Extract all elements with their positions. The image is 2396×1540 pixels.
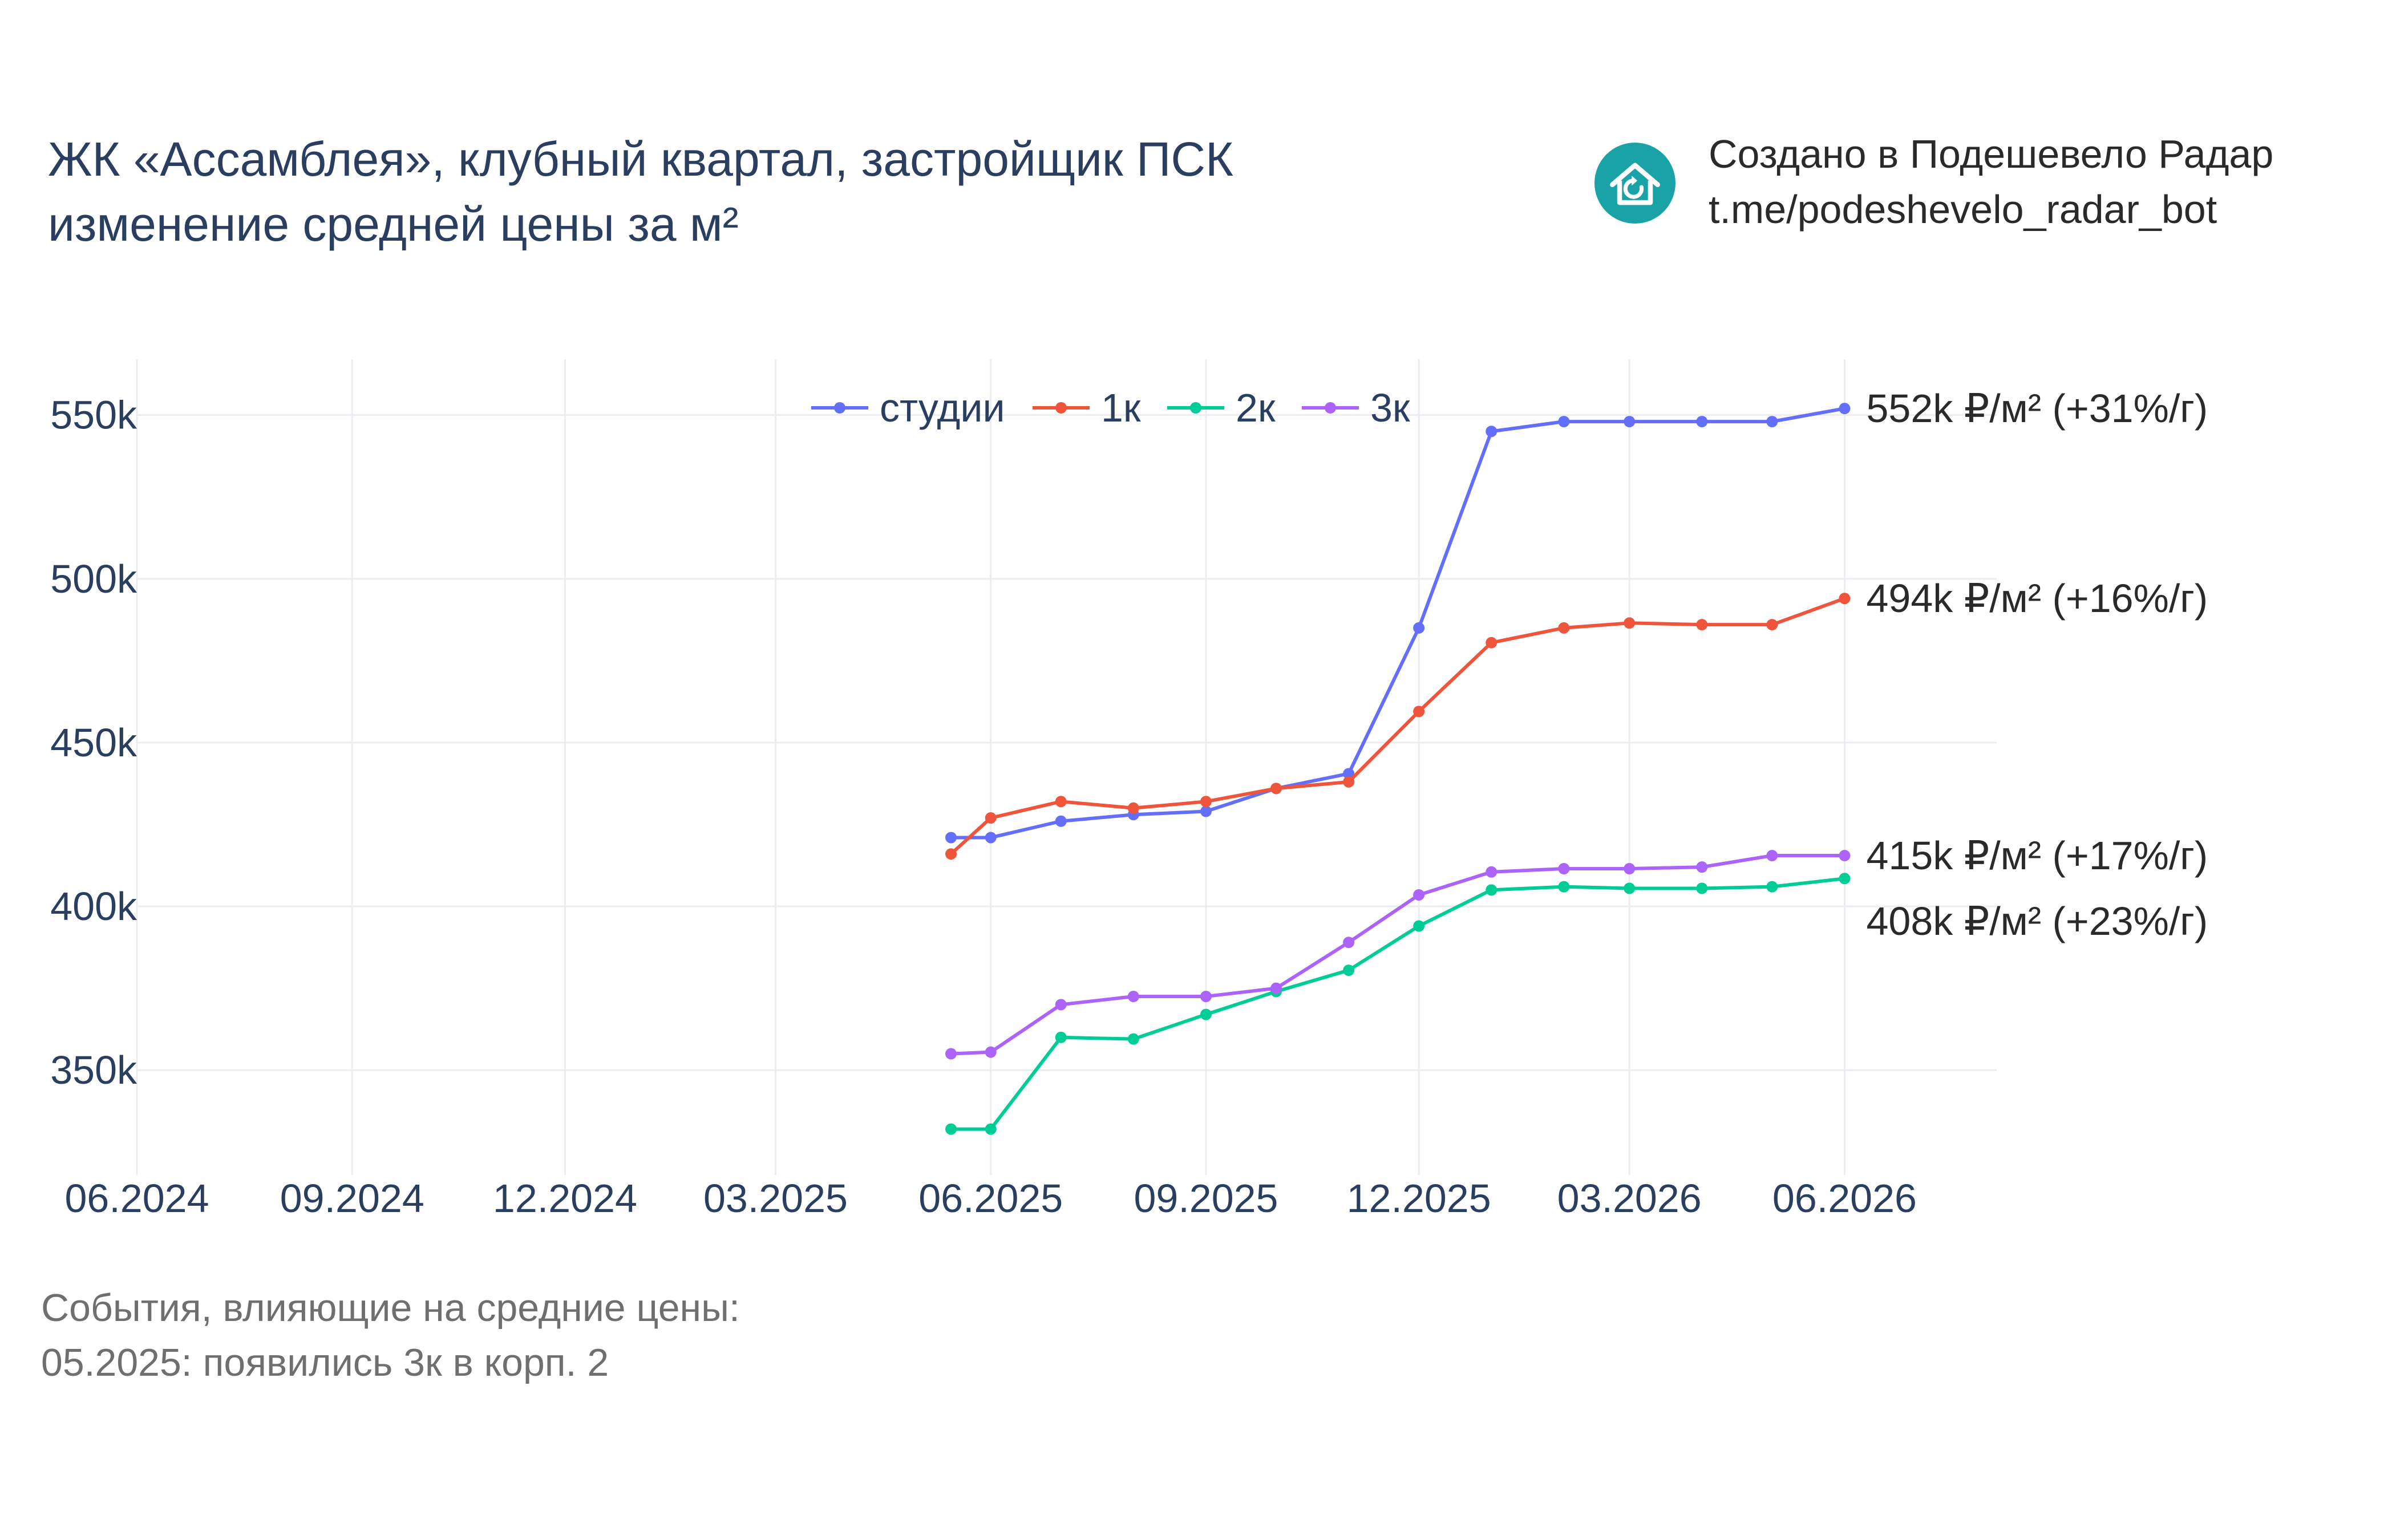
data-point: [1486, 425, 1498, 437]
event-item: 05.2025: появились 3к в корп. 2: [41, 1341, 609, 1384]
data-point: [985, 1046, 997, 1058]
data-point: [1766, 881, 1778, 893]
data-point: [1766, 850, 1778, 862]
data-point: [1558, 622, 1570, 634]
data-point: [1200, 991, 1212, 1003]
chart-title-line-2: изменение средней цены за м²: [48, 197, 739, 251]
data-point: [1624, 863, 1636, 875]
credit-line-1: Создано в Подешевело Радар: [1709, 132, 2274, 176]
legend-swatch-marker: [1055, 402, 1067, 414]
data-point: [1486, 866, 1498, 878]
data-point: [945, 832, 957, 844]
data-point: [1270, 982, 1282, 994]
events-block: События, влияющие на средние цены: 05.20…: [41, 1280, 740, 1390]
x-tick-label: 03.2025: [703, 1176, 848, 1221]
data-point: [1839, 850, 1851, 862]
x-tick-label: 12.2025: [1347, 1176, 1491, 1221]
data-point: [985, 1123, 997, 1135]
x-tick-label: 06.2025: [918, 1176, 1063, 1221]
x-tick-label: 06.2024: [64, 1176, 209, 1221]
data-point: [945, 1123, 957, 1135]
x-tick-label: 09.2024: [280, 1176, 424, 1221]
y-tick-label: 550k: [50, 393, 137, 437]
data-point: [1055, 796, 1067, 808]
data-point: [1624, 882, 1636, 894]
data-point: [1200, 796, 1212, 808]
legend-label: 2к: [1236, 386, 1276, 430]
data-point: [1413, 889, 1425, 901]
data-point: [1624, 416, 1636, 428]
data-point: [1696, 882, 1708, 894]
data-point: [1624, 617, 1636, 629]
data-point: [1270, 783, 1282, 795]
data-point: [1413, 920, 1425, 932]
data-point: [1055, 999, 1067, 1011]
x-tick-label: 03.2026: [1557, 1176, 1702, 1221]
data-point: [1343, 768, 1355, 780]
chart-title-line-1: ЖК «Ассамблея», клубный квартал, застрой…: [48, 132, 1233, 186]
series-end-label: 494k ₽/м² (+16%/г): [1866, 576, 2208, 621]
series-line-1: [950, 597, 1845, 856]
data-point: [1127, 1033, 1139, 1045]
series-line-2: [951, 877, 1845, 1131]
data-point: [1055, 1031, 1067, 1043]
data-point: [1343, 937, 1355, 949]
house-refresh-icon: [1594, 143, 1675, 224]
legend-label: 1к: [1101, 386, 1141, 430]
data-point: [1766, 619, 1778, 631]
data-point: [1558, 416, 1570, 428]
data-point: [1839, 403, 1851, 415]
y-tick-label: 400k: [50, 884, 137, 929]
data-point: [1558, 863, 1570, 875]
data-point: [945, 1048, 957, 1060]
data-point: [1558, 881, 1570, 893]
data-point: [1696, 619, 1708, 631]
events-heading: События, влияющие на средние цены:: [41, 1286, 740, 1330]
data-point: [1127, 802, 1139, 814]
data-point: [985, 832, 997, 844]
data-point: [985, 812, 997, 824]
series-end-label: 415k ₽/м² (+17%/г): [1866, 833, 2208, 878]
data-point: [1200, 1008, 1212, 1020]
data-point: [1839, 593, 1851, 605]
legend-swatch-marker: [834, 402, 845, 414]
x-tick-label: 12.2024: [493, 1176, 637, 1221]
data-point: [1055, 815, 1067, 827]
chart-grid: [136, 359, 1997, 1175]
series-line-3: [950, 854, 1845, 1056]
legend-label: студии: [880, 386, 1005, 430]
chart-lines: [945, 403, 1851, 1135]
data-point: [945, 848, 957, 860]
data-point: [1486, 884, 1498, 896]
data-point: [1766, 416, 1778, 428]
data-point: [1343, 776, 1355, 788]
legend-label: 3к: [1370, 386, 1410, 430]
series-end-label: 552k ₽/м² (+31%/г): [1866, 386, 2208, 431]
data-point: [1696, 861, 1708, 873]
x-tick-label: 06.2026: [1772, 1176, 1917, 1221]
y-tick-label: 450k: [50, 720, 137, 765]
credit-block: Создано в Подешевело Радар t.me/podeshev…: [1709, 127, 2273, 237]
y-tick-label: 500k: [50, 557, 137, 601]
legend-swatch-marker: [1325, 402, 1336, 414]
data-point: [1127, 991, 1139, 1003]
data-point: [1413, 622, 1425, 634]
series-line-0: [951, 407, 1845, 840]
chart-end-labels: 552k ₽/м² (+31%/г) 494k ₽/м² (+16%/г) 415k…: [1866, 386, 2208, 943]
data-point: [1486, 637, 1498, 649]
series-end-label: 408k ₽/м² (+23%/г): [1866, 899, 2208, 943]
chart-legend: студии 1к 2к 3к: [811, 386, 1410, 430]
y-tick-label: 350k: [50, 1048, 137, 1092]
data-point: [1200, 805, 1212, 817]
chart-title: ЖК «Ассамблея», клубный квартал, застрой…: [48, 127, 1233, 257]
data-point: [1839, 873, 1851, 885]
data-point: [1696, 416, 1708, 428]
legend-swatch-marker: [1190, 402, 1201, 414]
credit-link[interactable]: t.me/podeshevelo_radar_bot: [1709, 187, 2217, 232]
data-point: [1343, 964, 1355, 976]
x-tick-label: 09.2025: [1134, 1176, 1278, 1221]
chart-axes: 06.2024 09.2024 12.2024 03.2025 06.2025 09.20…: [50, 393, 1917, 1221]
data-point: [1413, 706, 1425, 718]
